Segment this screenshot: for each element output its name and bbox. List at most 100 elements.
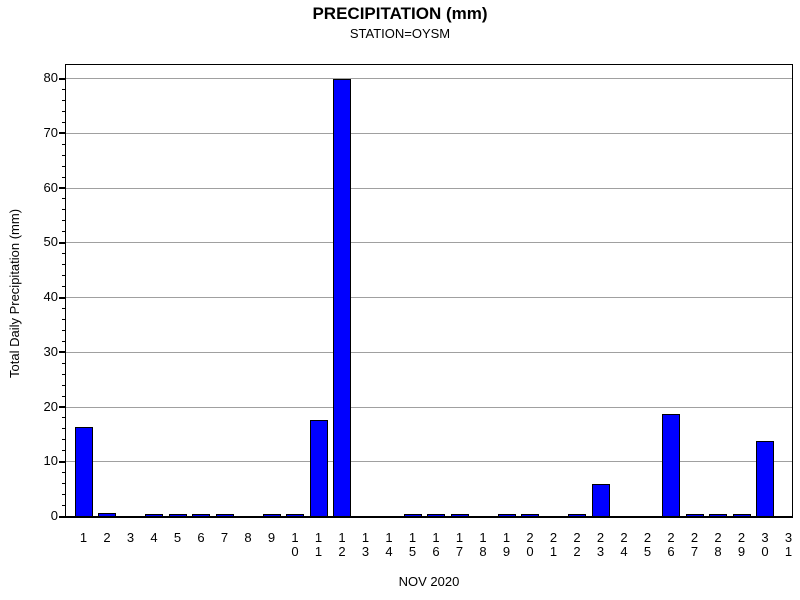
y-minor-tick-72 — [62, 121, 66, 123]
y-major-tick-70 — [59, 132, 66, 135]
gridline-40 — [66, 297, 792, 298]
y-minor-tick-6 — [62, 483, 66, 485]
x-tick-label-29: 2 9 — [737, 530, 746, 559]
bar-day-30 — [756, 441, 774, 516]
y-major-tick-80 — [59, 77, 66, 80]
y-minor-tick-28 — [62, 362, 66, 364]
x-tick-label-19: 1 9 — [502, 530, 511, 559]
y-tick-label-50: 50 — [43, 234, 58, 250]
bar-day-2 — [98, 512, 116, 516]
y-minor-tick-66 — [62, 154, 66, 156]
bar-day-6 — [192, 513, 210, 516]
bar-day-11 — [309, 419, 328, 516]
bar-day-26 — [662, 414, 680, 516]
bar-day-29 — [732, 513, 751, 516]
x-tick-label-28: 2 8 — [714, 530, 722, 559]
gridline-80 — [66, 78, 792, 79]
x-tick-label-4: 4 — [150, 530, 158, 545]
bar-day-5 — [168, 513, 187, 516]
bar-day-19 — [497, 513, 516, 516]
y-minor-tick-68 — [62, 143, 66, 145]
x-tick-label-30: 3 0 — [761, 530, 769, 559]
y-minor-tick-62 — [62, 176, 66, 178]
gridline-20 — [66, 406, 792, 408]
y-tick-label-80: 80 — [43, 70, 58, 85]
x-tick-label-20: 2 0 — [526, 530, 534, 559]
y-tick-label-0: 0 — [50, 508, 58, 523]
bar-day-23 — [591, 484, 610, 516]
x-tick-label-17: 1 7 — [455, 530, 464, 559]
y-major-tick-50 — [59, 241, 66, 244]
bar-day-10 — [286, 513, 304, 516]
y-major-tick-30 — [59, 351, 66, 354]
x-tick-label-10: 1 0 — [291, 530, 299, 559]
y-minor-tick-58 — [62, 198, 66, 200]
bar-day-27 — [685, 513, 704, 516]
y-minor-tick-16 — [62, 428, 66, 430]
x-tick-label-26: 2 6 — [667, 530, 675, 559]
gridline-50 — [66, 242, 792, 244]
y-minor-tick-44 — [62, 275, 66, 277]
gridline-30 — [66, 351, 792, 353]
y-major-tick-60 — [59, 187, 66, 189]
x-tick-label-16: 1 6 — [432, 530, 440, 559]
x-tick-label-27: 2 7 — [690, 530, 699, 559]
chart-subtitle: STATION=OYSM — [349, 26, 451, 41]
y-major-tick-10 — [59, 460, 66, 463]
y-minor-tick-46 — [62, 264, 66, 266]
x-tick-label-9: 9 — [267, 530, 276, 545]
bar-day-1 — [74, 427, 93, 516]
x-tick-label-25: 2 5 — [643, 530, 652, 559]
y-minor-tick-24 — [62, 384, 66, 386]
y-tick-label-20: 20 — [43, 398, 58, 414]
bar-day-12 — [333, 79, 351, 516]
x-tick-label-11: 1 1 — [314, 530, 323, 559]
y-minor-tick-78 — [62, 88, 66, 90]
y-minor-tick-38 — [62, 307, 66, 309]
bar-day-20 — [521, 513, 539, 516]
x-tick-label-2: 2 — [103, 530, 111, 545]
y-tick-label-10: 10 — [43, 453, 58, 469]
y-minor-tick-12 — [62, 450, 66, 452]
y-tick-label-70: 70 — [43, 124, 58, 140]
bar-day-9 — [262, 513, 281, 516]
y-minor-tick-8 — [62, 472, 66, 474]
y-minor-tick-2 — [62, 505, 66, 507]
x-axis-title: NOV 2020 — [398, 574, 460, 589]
x-tick-label-13: 1 3 — [361, 530, 370, 559]
y-minor-tick-18 — [62, 417, 66, 419]
x-tick-label-1: 1 — [79, 530, 88, 545]
y-minor-tick-56 — [62, 209, 66, 211]
y-tick-label-30: 30 — [43, 343, 58, 359]
gridline-70 — [66, 132, 792, 134]
bar-day-16 — [427, 513, 445, 516]
y-minor-tick-32 — [62, 340, 66, 342]
x-tick-label-5: 5 — [173, 530, 182, 545]
y-minor-tick-26 — [62, 373, 66, 375]
y-major-tick-40 — [59, 296, 66, 299]
x-tick-label-18: 1 8 — [479, 530, 487, 559]
x-tick-label-8: 8 — [244, 530, 252, 545]
x-tick-label-12: 1 2 — [338, 530, 346, 559]
x-tick-label-22: 2 2 — [573, 530, 581, 559]
y-minor-tick-42 — [62, 286, 66, 288]
x-tick-label-6: 6 — [197, 530, 205, 545]
chart-title: PRECIPITATION (mm) — [312, 4, 488, 23]
bar-day-28 — [709, 513, 727, 516]
x-tick-label-24: 2 4 — [620, 530, 628, 559]
gridline-10 — [66, 461, 792, 463]
y-tick-label-40: 40 — [43, 289, 58, 304]
y-major-tick-0 — [59, 515, 66, 518]
y-minor-tick-22 — [62, 395, 66, 397]
bar-day-17 — [450, 513, 469, 516]
gridline-60 — [66, 187, 792, 189]
x-tick-label-3: 3 — [126, 530, 135, 545]
y-minor-tick-52 — [62, 231, 66, 233]
x-tick-label-14: 1 4 — [385, 530, 393, 559]
y-minor-tick-76 — [62, 99, 66, 101]
y-tick-label-60: 60 — [43, 179, 58, 195]
y-minor-tick-54 — [62, 220, 66, 222]
y-minor-tick-64 — [62, 165, 66, 167]
y-axis-title: Total Daily Precipitation (mm) — [7, 208, 22, 378]
